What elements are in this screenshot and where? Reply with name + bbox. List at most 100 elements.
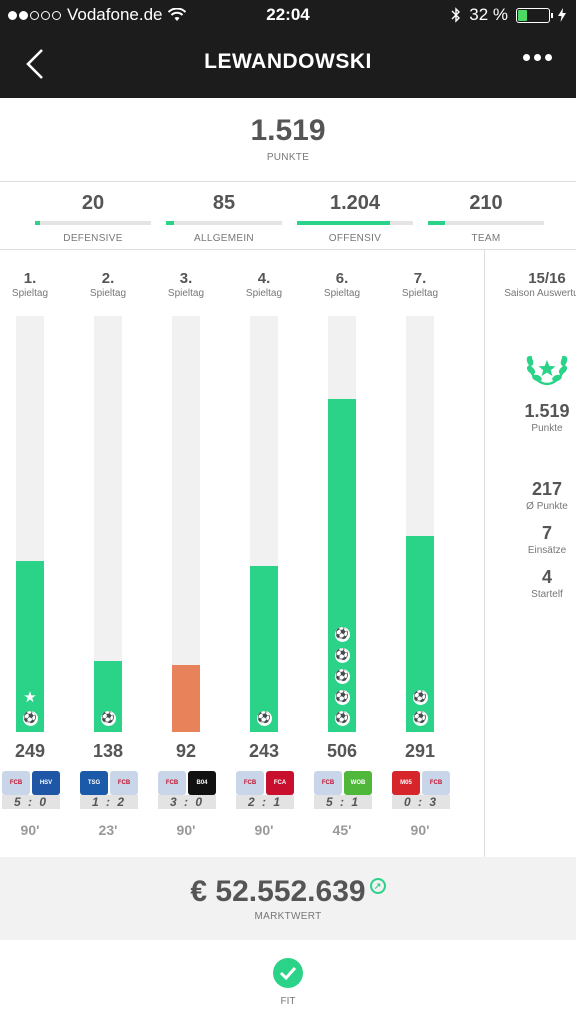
category-value: 210 [469,192,503,214]
goal-ball-icon: ⚽ [334,711,350,726]
category-label: ALLGEMEIN [194,233,254,244]
points-bar: ⚽ ⚽ ⚽ ⚽ ⚽ [328,316,356,732]
category-label: OFFENSIV [328,233,382,244]
match-points: 291 [404,741,436,761]
category-value: 1.204 [329,192,381,214]
category-defensive[interactable]: 20 DEFENSIVE [35,192,151,244]
match-points: 243 [248,741,280,761]
market-value-amount: € 52.552.639 [190,875,366,908]
status-bar: Vodafone.de 22:04 32 % [0,0,576,30]
category-value: 20 [81,192,105,214]
matchday-number: 4. [257,270,271,287]
season-points-label: Punkte [531,423,563,434]
fitness-label: FIT [280,996,296,1007]
season-summary: 15/16 Saison Auswertung 1.519 Punkte 217… [484,250,576,857]
total-points-label: PUNKTE [266,152,310,163]
season-starts-label: Startelf [531,589,563,600]
match-score: 5 : 0 [2,795,60,809]
bluetooth-icon [451,7,461,23]
matchday-number: 7. [413,270,427,287]
season-apps-value: 7 [541,523,552,543]
points-bar-fill [172,665,200,732]
match-crests: FCB B04 [158,771,216,795]
season-apps-label: Einsätze [527,545,567,556]
matchday-column[interactable]: 6. Spieltag ⚽ ⚽ ⚽ ⚽ ⚽ 506 FCB WOB 5 : 1 45' [312,250,372,857]
matchday-label: Spieltag [89,288,127,299]
matchday-label: Spieltag [11,288,49,299]
laurel-star-icon [526,355,568,386]
team-crest-icon: TSG [80,771,108,795]
total-points-value: 1.519 [250,114,326,147]
match-score: 1 : 2 [80,795,138,809]
minutes-played: 90' [20,822,40,838]
team-crest-icon: FCB [158,771,186,795]
points-bar [172,316,200,732]
season-points: 1.519 Punkte [485,401,576,434]
goal-ball-icon: ⚽ [22,711,38,726]
wifi-icon [168,8,187,21]
more-icon[interactable] [523,54,552,61]
season-avg-label: Ø Punkte [526,501,568,512]
match-points: 92 [175,741,197,761]
points-bar: ⚽ ★ [16,316,44,732]
matchday-column[interactable]: 2. Spieltag ⚽ 138 TSG FCB 1 : 2 23' [78,250,138,857]
category-bar [428,221,544,225]
season-appearances: 7 Einsätze [485,523,576,556]
matchday-label: Spieltag [245,288,283,299]
matchday-label: Spieltag [323,288,361,299]
team-crest-icon: FCB [236,771,264,795]
category-tabs: 20 DEFENSIVE 85 ALLGEMEIN 1.204 OFFENSIV… [0,182,576,250]
carrier-name: Vodafone.de [67,5,163,24]
match-crests: M05 FCB [392,771,450,795]
matchday-column[interactable]: 4. Spieltag ⚽ 243 FCB FCA 2 : 1 90' [234,250,294,857]
category-team[interactable]: 210 TEAM [428,192,544,244]
team-crest-icon: HSV [32,771,60,795]
goal-ball-icon: ⚽ [412,690,428,705]
status-time: 22:04 [266,5,310,24]
category-offensive[interactable]: 1.204 OFFENSIV [297,192,413,244]
matchday-number: 3. [179,270,193,287]
season-points-value: 1.519 [524,401,570,421]
matchday-list: 1. Spieltag ⚽ ★ 249 FCB HSV 5 : 0 90' 2. Spieltag ⚽… [0,250,484,857]
match-crests: FCB HSV [2,771,60,795]
market-value[interactable]: € 52.552.639 ↗ MARKTWERT [0,857,576,940]
matchday-column[interactable]: 1. Spieltag ⚽ ★ 249 FCB HSV 5 : 0 90' [0,250,60,857]
season-starts: 4 Startelf [485,567,576,600]
match-crests: FCB FCA [236,771,294,795]
matchday-number: 2. [101,270,115,287]
category-label: DEFENSIVE [63,233,123,244]
points-bar: ⚽ [250,316,278,732]
goal-ball-icon: ⚽ [334,690,350,705]
minutes-played: 90' [410,822,430,838]
season-subtitle: Saison Auswertung [504,288,576,299]
match-points: 506 [326,741,358,761]
match-points: 249 [14,741,46,761]
season-starts-value: 4 [541,567,552,587]
goal-ball-icon: ⚽ [256,711,272,726]
status-right: 32 % [451,5,566,25]
match-score: 5 : 1 [314,795,372,809]
nav-header: LEWANDOWSKI [0,30,576,98]
season-title: 15/16 [528,270,566,287]
team-crest-icon: FCB [422,771,450,795]
status-left: Vodafone.de [8,5,187,25]
goal-ball-icon: ⚽ [100,711,116,726]
match-crests: FCB WOB [314,771,372,795]
team-crest-icon: FCB [110,771,138,795]
team-crest-icon: FCB [2,771,30,795]
battery-percent: 32 % [469,5,508,24]
minutes-played: 23' [98,822,118,838]
back-icon[interactable] [22,46,52,82]
category-bar [166,221,282,225]
category-value: 85 [212,192,236,214]
category-general[interactable]: 85 ALLGEMEIN [166,192,282,244]
matchday-column[interactable]: 3. Spieltag 92 FCB B04 3 : 0 90' [156,250,216,857]
team-crest-icon: FCB [314,771,342,795]
goal-ball-icon: ⚽ [412,711,428,726]
matchday-column[interactable]: 7. Spieltag ⚽ ⚽ 291 M05 FCB 0 : 3 90' [390,250,450,857]
total-points: 1.519 PUNKTE [0,98,576,182]
goal-ball-icon: ⚽ [334,627,350,642]
category-label: TEAM [471,233,501,244]
matchday-number: 1. [23,270,37,287]
minutes-played: 90' [254,822,274,838]
